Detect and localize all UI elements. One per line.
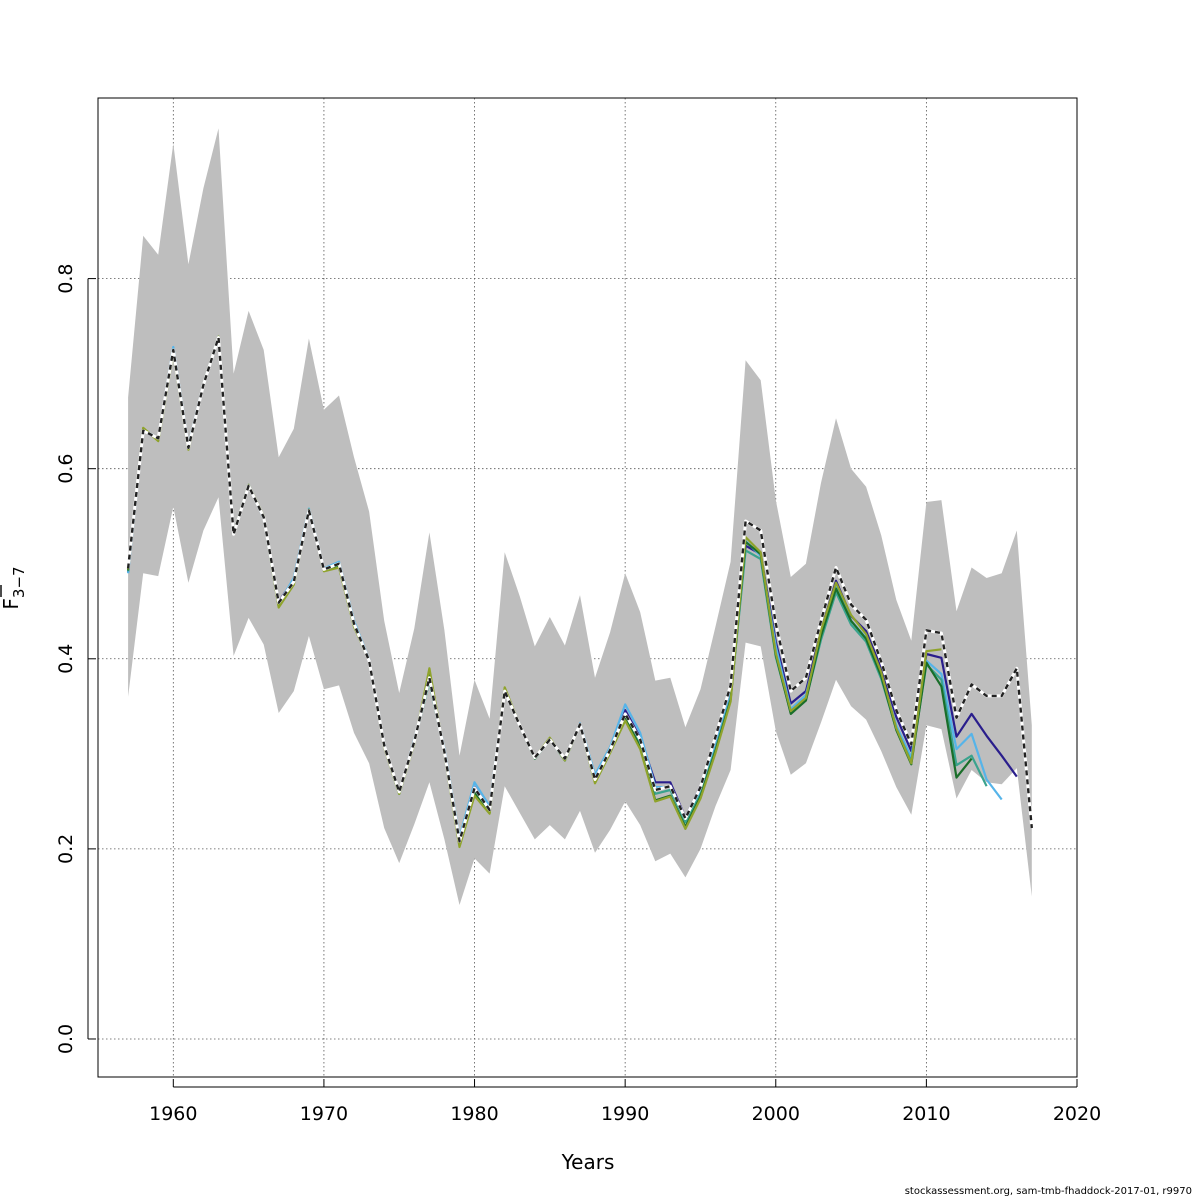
y-axis-label-sub: 3−7 bbox=[10, 566, 28, 598]
y-axis-label-main: F bbox=[0, 598, 23, 610]
footer-credit: stockassessment.org, sam-tmb-fhaddock-20… bbox=[904, 1186, 1192, 1197]
x-tick-label: 1990 bbox=[601, 1103, 649, 1125]
y-tick-label: 0.8 bbox=[55, 263, 77, 293]
confidence-band bbox=[128, 128, 1032, 905]
y-tick-label: 0.6 bbox=[55, 454, 77, 484]
y-tick-label: 0.0 bbox=[55, 1024, 77, 1054]
series-line-6 bbox=[126, 336, 1033, 843]
x-axis-label: Years bbox=[561, 1150, 615, 1174]
x-tick-label: 2020 bbox=[1053, 1103, 1101, 1125]
x-tick-label: 1960 bbox=[149, 1103, 197, 1125]
x-tick-label: 2000 bbox=[752, 1103, 800, 1125]
x-tick-label: 2010 bbox=[902, 1103, 950, 1125]
y-axis-label: F3−7 bbox=[0, 566, 28, 609]
plot-frame bbox=[97, 97, 1078, 1078]
series-layer bbox=[126, 335, 1034, 849]
y-tick-label: 0.2 bbox=[55, 834, 77, 864]
y-axis: 0.0 0.2 0.4 0.6 0.8 bbox=[55, 263, 96, 1054]
x-tick-label: 1970 bbox=[300, 1103, 348, 1125]
x-axis: 1960 1970 1980 1990 2000 2010 2020 bbox=[149, 1079, 1101, 1125]
x-tick-label: 1980 bbox=[450, 1103, 498, 1125]
svg-text:F3−7: F3−7 bbox=[0, 566, 28, 609]
y-tick-label: 0.4 bbox=[55, 644, 77, 674]
